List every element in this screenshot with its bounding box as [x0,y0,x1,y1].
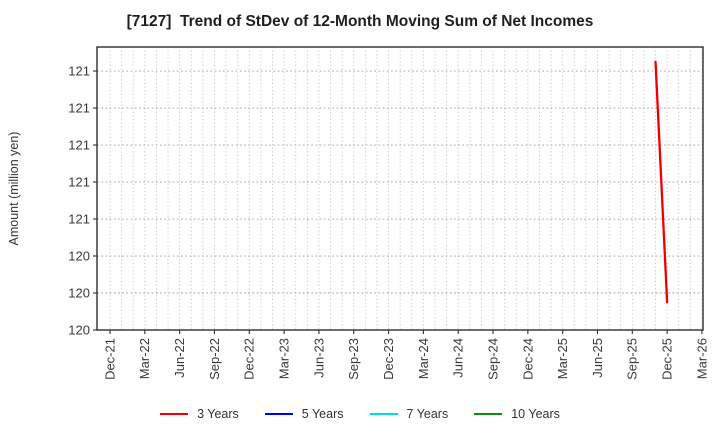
x-tick-label: Mar-22 [137,338,152,379]
legend-item-7-years: 7 Years [369,407,449,421]
x-tick-label: Mar-24 [416,338,431,379]
x-tick-label: Mar-26 [694,338,709,379]
x-tick-label: Dec-23 [381,338,396,380]
legend-label-5-years: 5 Years [301,407,344,421]
x-tick-label: Sep-22 [207,338,222,380]
x-tick-label: Jun-23 [311,338,326,378]
y-tick-label: 120 [68,248,90,263]
legend-swatch-7-years [369,412,398,416]
x-tick-label: Mar-25 [555,338,570,379]
x-tick-label: Sep-23 [346,338,361,380]
x-tick-label: Jun-22 [172,338,187,378]
y-tick-label: 121 [68,137,90,152]
y-tick-label: 121 [68,174,90,189]
legend-item-3-years: 3 Years [160,407,239,421]
legend-item-5-years: 5 Years [264,407,344,421]
x-tick-label: Jun-24 [451,338,466,378]
plot-border [96,46,704,331]
chart-title: [7127] Trend of StDev of 12-Month Moving… [126,13,594,30]
legend-swatch-5-years [264,412,293,416]
legend-swatch-10-years [474,412,503,416]
y-tick-label: 120 [68,322,90,337]
series-line-3-years [654,60,669,304]
x-tick-label: Dec-22 [242,338,257,380]
y-tick-label: 120 [68,285,90,300]
y-tick-label: 121 [68,63,90,78]
legend-label-3-years: 3 Years [197,407,239,421]
x-tick-label: Mar-23 [277,338,292,379]
y-tick-label: 121 [68,211,90,226]
legend: 3 Years 5 Years 7 Years 10 Years [0,403,720,425]
legend-swatch-3-years [160,412,189,416]
x-tick-label: Jun-25 [590,338,605,378]
y-tick-label: 121 [68,100,90,115]
legend-item-10-years: 10 Years [474,407,560,421]
legend-label-7-years: 7 Years [406,407,449,421]
x-tick-label: Dec-24 [520,338,535,380]
x-tick-label: Dec-25 [660,338,675,380]
x-tick-label: Sep-25 [625,338,640,380]
x-tick-label: Sep-24 [485,338,500,380]
legend-label-10-years: 10 Years [511,407,560,421]
x-tick-label: Dec-21 [102,338,117,380]
